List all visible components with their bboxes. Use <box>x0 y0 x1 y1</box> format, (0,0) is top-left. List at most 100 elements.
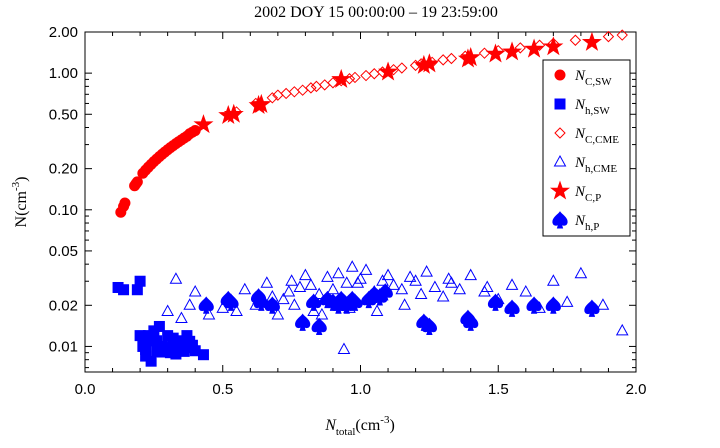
data-point <box>419 53 440 73</box>
data-point <box>478 47 491 59</box>
data-point <box>310 80 323 93</box>
data-point <box>156 346 168 358</box>
data-point <box>445 52 458 65</box>
data-point <box>266 92 279 104</box>
data-point <box>414 287 428 299</box>
data-point <box>545 296 561 314</box>
data-point <box>271 307 285 320</box>
data-point <box>145 335 157 347</box>
data-point <box>288 86 301 98</box>
data-point <box>409 274 422 286</box>
data-point <box>223 103 244 123</box>
data-point <box>616 29 628 41</box>
data-point <box>504 299 520 317</box>
data-point <box>442 272 456 284</box>
data-point <box>359 263 373 275</box>
data-point <box>524 38 545 58</box>
data-point <box>378 61 399 81</box>
data-point <box>445 276 458 288</box>
data-point <box>377 283 393 301</box>
data-point <box>337 342 351 354</box>
legend-marker <box>549 180 571 200</box>
x-tick-label: 1.0 <box>350 381 371 398</box>
data-point <box>368 68 380 80</box>
data-point <box>345 260 359 272</box>
data-point <box>198 296 214 314</box>
data-point <box>305 82 317 94</box>
data-point <box>547 274 560 286</box>
data-point <box>463 313 479 331</box>
data-point <box>223 293 239 311</box>
legend-label: Nh,SW <box>574 97 610 117</box>
data-point <box>584 299 600 317</box>
data-point <box>288 298 301 310</box>
data-point <box>282 285 296 297</box>
data-point <box>277 292 290 305</box>
data-point <box>311 317 327 335</box>
legend-label: Nh,CME <box>574 155 617 175</box>
data-point <box>330 296 347 314</box>
data-point <box>560 295 574 307</box>
y-tick-label: 0.01 <box>49 338 78 355</box>
data-point <box>398 298 411 310</box>
legend-marker <box>553 154 567 167</box>
data-point <box>420 265 433 277</box>
legend-marker <box>554 69 566 81</box>
x-axis-label: Ntotal(cm-3) <box>324 414 395 438</box>
data-point <box>574 266 588 279</box>
data-point <box>453 282 467 295</box>
data-point <box>321 270 334 282</box>
data-point <box>326 282 340 295</box>
data-point <box>464 268 478 281</box>
data-point <box>306 293 322 311</box>
series-c-sw <box>115 125 201 218</box>
y-tick-label: 0.10 <box>49 202 78 219</box>
y-tick-label: 0.50 <box>49 106 78 123</box>
data-points <box>112 29 629 367</box>
data-point <box>332 266 345 279</box>
y-tick-label: 0.05 <box>49 243 78 260</box>
data-point <box>526 296 542 314</box>
legend-box <box>542 59 631 237</box>
data-point <box>170 342 182 354</box>
data-point <box>370 304 384 317</box>
data-point <box>581 31 602 51</box>
chart-title: 2002 DOY 15 00:00:00 – 19 23:59:00 <box>254 4 498 21</box>
legend-marker <box>554 127 566 139</box>
data-point <box>197 349 209 361</box>
y-axis-label: N(cm-3) <box>10 177 30 228</box>
data-point <box>460 47 481 67</box>
data-point <box>533 39 546 51</box>
data-point <box>519 285 533 297</box>
data-point <box>480 280 494 292</box>
y-axis: 0.01 0.02 0.05 0.10 0.20 0.50 1.00 2.00 <box>49 24 636 369</box>
x-tick-label: 0.0 <box>75 381 96 398</box>
data-point <box>331 68 352 88</box>
data-point <box>295 313 311 331</box>
data-point <box>396 62 408 74</box>
data-point <box>161 304 174 317</box>
data-point <box>340 276 354 288</box>
data-point <box>264 296 280 314</box>
data-point <box>569 34 582 46</box>
data-point <box>436 289 450 302</box>
data-point <box>421 317 437 335</box>
data-point <box>238 282 252 295</box>
data-point <box>315 307 329 320</box>
data-point <box>280 87 292 100</box>
data-point <box>119 197 131 209</box>
data-point <box>514 42 526 54</box>
data-point <box>376 274 389 286</box>
data-point <box>395 282 409 295</box>
data-point <box>487 293 504 311</box>
y-tick-label: 1.00 <box>49 65 78 82</box>
data-point <box>543 36 564 56</box>
data-point <box>437 54 449 66</box>
data-point <box>312 287 326 299</box>
legend-label: Nh,P <box>574 213 599 233</box>
data-point <box>188 285 202 297</box>
x-tick-label: 2.0 <box>626 381 647 398</box>
data-point <box>351 276 365 288</box>
legend-label: NC,SW <box>574 68 612 88</box>
legend-marker <box>552 211 568 229</box>
